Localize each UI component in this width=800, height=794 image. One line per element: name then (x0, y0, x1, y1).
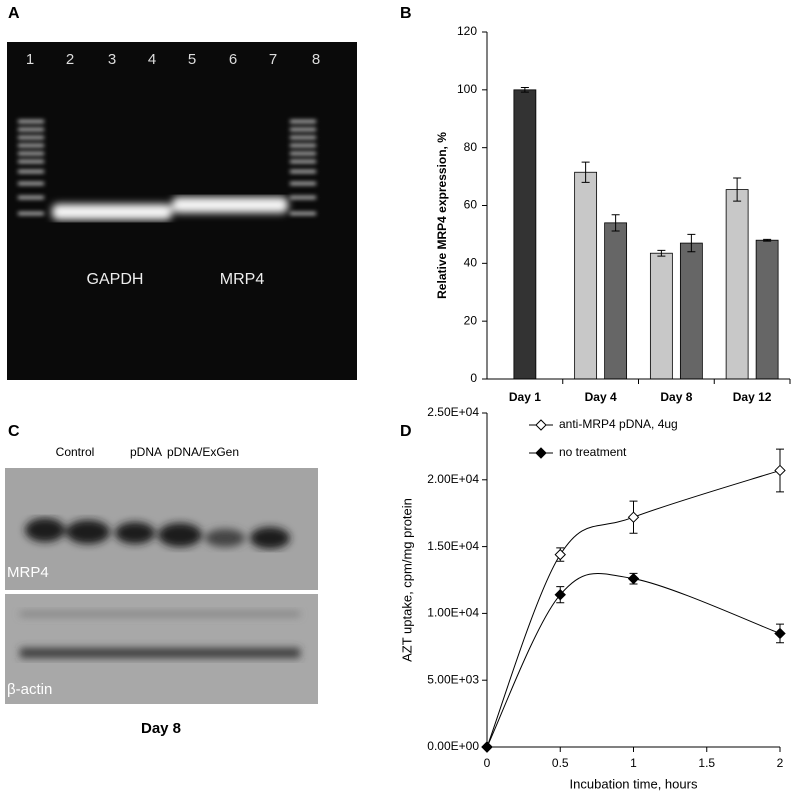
bar (679, 242, 703, 380)
y-tick-label: 2.00E+04 (427, 472, 479, 486)
bar (513, 89, 537, 380)
panel-label: C (8, 423, 20, 440)
lane-label: 3 (108, 51, 116, 68)
error-bar (611, 214, 620, 232)
error-bar (520, 87, 529, 93)
blot-band-label: β-actin (7, 681, 52, 698)
marker (554, 588, 566, 601)
series-line (486, 469, 781, 748)
legend-label: no treatment (559, 445, 627, 459)
lane-label: 7 (269, 51, 277, 68)
bar (649, 252, 673, 380)
legend-marker (535, 447, 547, 459)
lane-label: 4 (148, 51, 156, 68)
blot-column-label: Control (56, 445, 95, 459)
x-tick-label: 0.5 (552, 756, 569, 770)
lane-label: 8 (312, 51, 320, 68)
blot-band-label: MRP4 (7, 564, 49, 581)
blot-image: Control pDNA pDNA/ExGen MRP4 β-actin Day… (5, 445, 318, 737)
bar (725, 189, 749, 380)
panel-label: D (400, 423, 412, 440)
y-tick-label: 2.50E+04 (427, 405, 479, 419)
y-tick-label: 20 (464, 313, 478, 327)
x-tick-label: 1.5 (698, 756, 715, 770)
x-tick-label: 2 (777, 756, 784, 770)
bar (755, 239, 779, 380)
lane-label: 2 (66, 51, 74, 68)
y-axis-label: AZT uptake, cpm/mg protein (399, 498, 414, 662)
lane-label: 1 (26, 51, 34, 68)
y-tick-label: 100 (457, 82, 477, 96)
gel-image: 1 2 3 4 5 6 7 8 GAPDH MRP4 (7, 42, 357, 380)
x-tick-label: Day 12 (733, 390, 772, 404)
marker (774, 464, 786, 477)
marker (627, 511, 640, 523)
error-bar (581, 161, 590, 183)
bar (574, 171, 598, 380)
legend-marker (535, 419, 547, 431)
blot-column-label: pDNA/ExGen (167, 445, 239, 459)
y-tick-label: 60 (464, 198, 478, 212)
marker (481, 741, 493, 753)
x-tick-label: Day 8 (660, 390, 692, 404)
blot-caption: Day 8 (141, 720, 181, 737)
gel-label: GAPDH (87, 271, 144, 288)
y-tick-label: 0 (470, 371, 477, 385)
legend-label: anti-MRP4 pDNA, 4ug (559, 417, 678, 431)
y-tick-label: 0.00E+00 (427, 739, 479, 753)
y-tick-label: 5.00E+03 (427, 672, 479, 686)
panel-label: B (400, 5, 412, 22)
error-bar (687, 233, 696, 253)
x-tick-label: 1 (630, 756, 637, 770)
x-tick-label: Day 1 (509, 390, 541, 404)
y-axis-label: Relative MRP4 expression, % (435, 132, 449, 299)
y-tick-label: 120 (457, 24, 477, 38)
lane-label: 6 (229, 51, 237, 68)
marker (554, 548, 566, 561)
x-axis-label: Incubation time, hours (570, 776, 698, 791)
bar (604, 222, 628, 380)
x-tick-label: Day 4 (585, 390, 617, 404)
error-bar (657, 249, 666, 257)
error-bar (763, 238, 772, 242)
x-tick-label: 0 (484, 756, 491, 770)
y-tick-label: 40 (464, 256, 478, 270)
y-tick-label: 1.50E+04 (427, 539, 479, 553)
series-line (486, 572, 781, 748)
panel-label: A (8, 5, 20, 22)
marker (774, 627, 786, 640)
blot-column-label: pDNA (130, 445, 162, 459)
y-tick-label: 80 (464, 140, 478, 154)
y-tick-label: 1.00E+04 (427, 606, 479, 620)
marker (627, 572, 640, 585)
lane-label: 5 (188, 51, 196, 68)
gel-label: MRP4 (220, 271, 265, 288)
error-bar (733, 177, 742, 202)
